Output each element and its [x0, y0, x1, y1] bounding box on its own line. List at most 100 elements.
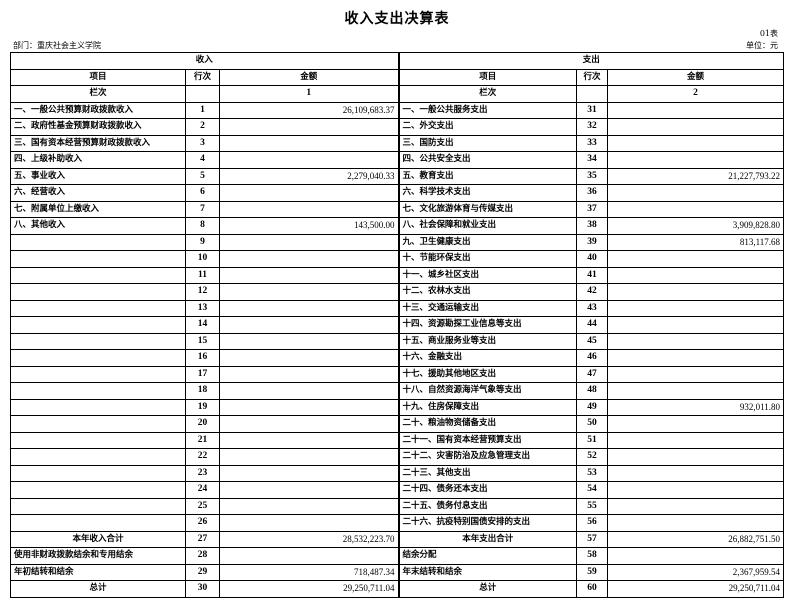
income-row-no: 10: [185, 250, 220, 268]
income-amount: 26,109,683.37: [219, 101, 399, 119]
table-row: 一、一般公共预算财政拨款收入 1 26,109,683.37 一、一般公共服务支出 31: [10, 101, 784, 119]
expense-item: 二十三、其他支出: [397, 464, 577, 482]
expense-row-no: 40: [576, 250, 608, 268]
expense-row-no: 53: [576, 464, 608, 482]
expense-row-no: 51: [576, 431, 608, 449]
expense-row-no: 41: [576, 266, 608, 284]
unit-label: 单位：元: [746, 41, 778, 50]
expense-item: 十八、自然资源海洋气象等支出: [397, 382, 577, 400]
income-row-no: 19: [185, 398, 220, 416]
income-item: [10, 431, 186, 449]
income-amount: [219, 547, 399, 565]
income-row-no: 4: [185, 151, 220, 169]
income-expense-table: 收入 支出 项目 行次 金额 项目 行次 金额 栏次 1 栏次 2 一、一般公共…: [10, 52, 784, 598]
income-row-no: 3: [185, 134, 220, 152]
expense-row-no: 45: [576, 332, 608, 350]
income-amount: [219, 200, 399, 218]
income-row-no: 8: [185, 217, 220, 235]
income-item: 使用非财政拨款结余和专用结余: [10, 547, 186, 565]
table-row: 使用非财政拨款结余和专用结余 28 结余分配 58: [10, 547, 784, 565]
income-item: 六、经营收入: [10, 184, 186, 202]
table-row: 15 十五、商业服务业等支出 45: [10, 332, 784, 350]
table-row: 22 二十二、灾害防治及应急管理支出 52: [10, 448, 784, 466]
income-amount: [219, 332, 399, 350]
expense-row-no: 57: [576, 530, 608, 548]
expense-amount: [607, 547, 784, 565]
expense-row-no: 59: [576, 563, 608, 581]
expense-item: 总计: [397, 580, 577, 598]
income-item: [10, 481, 186, 499]
expense-item: 二、外交支出: [397, 118, 577, 136]
expense-row-no: 48: [576, 382, 608, 400]
table-row: 四、上级补助收入 4 四、公共安全支出 34: [10, 151, 784, 169]
expense-amount: 2,367,959.54: [607, 563, 784, 581]
income-row-no: 18: [185, 382, 220, 400]
table-row: 13 十三、交通运输支出 43: [10, 299, 784, 317]
expense-row-no: 43: [576, 299, 608, 317]
income-item: [10, 349, 186, 367]
expense-amount: [607, 250, 784, 268]
income-row-no: 7: [185, 200, 220, 218]
expense-amount: 21,227,793.22: [607, 167, 784, 185]
income-amount: [219, 497, 399, 515]
income-amount: [219, 514, 399, 532]
expense-item: 十一、城乡社区支出: [397, 266, 577, 284]
expense-amount: [607, 151, 784, 169]
expense-item: 二十二、灾害防治及应急管理支出: [397, 448, 577, 466]
expense-amount: [607, 431, 784, 449]
income-item: 八、其他收入: [10, 217, 186, 235]
income-item: 四、上级补助收入: [10, 151, 186, 169]
expense-amount: [607, 481, 784, 499]
form-number: 01表: [759, 29, 778, 38]
expense-amount: [607, 349, 784, 367]
expense-item: 结余分配: [397, 547, 577, 565]
department-label: 部门：重庆社会主义学院: [13, 41, 101, 50]
column-index-row: 栏次 1 栏次 2: [10, 85, 784, 103]
expense-item: 七、文化旅游体育与传媒支出: [397, 200, 577, 218]
expense-amount: [607, 200, 784, 218]
income-row-no: 11: [185, 266, 220, 284]
expense-row-no: 60: [576, 580, 608, 598]
table-row: 总计 30 29,250,711.04 总计 60 29,250,711.04: [10, 580, 784, 598]
table-row: 10 十、节能环保支出 40: [10, 250, 784, 268]
table-row: 9 九、卫生健康支出 39 813,117.68: [10, 233, 784, 251]
income-amount: [219, 365, 399, 383]
expense-item: 十三、交通运输支出: [397, 299, 577, 317]
expense-row-no: 36: [576, 184, 608, 202]
table-row: 本年收入合计 27 28,532,223.70 本年支出合计 57 26,882,751.…: [10, 530, 784, 548]
expense-item: 九、卫生健康支出: [397, 233, 577, 251]
expense-amount: 3,909,828.80: [607, 217, 784, 235]
expense-amount: [607, 134, 784, 152]
table-row: 六、经营收入 6 六、科学技术支出 36: [10, 184, 784, 202]
income-item: 五、事业收入: [10, 167, 186, 185]
expense-item: 四、公共安全支出: [397, 151, 577, 169]
expense-item: 十七、援助其他地区支出: [397, 365, 577, 383]
income-section-header: 收入: [10, 52, 399, 70]
income-amount: [219, 266, 399, 284]
expense-row-no: 42: [576, 283, 608, 301]
income-amount: [219, 464, 399, 482]
income-item: 本年收入合计: [10, 530, 186, 548]
income-amount: [219, 233, 399, 251]
income-amount: [219, 283, 399, 301]
expense-amount: 26,882,751.50: [607, 530, 784, 548]
income-item: [10, 250, 186, 268]
income-amount: 29,250,711.04: [219, 580, 399, 598]
expense-amount: [607, 365, 784, 383]
income-item: [10, 332, 186, 350]
expense-item: 二十一、国有资本经营预算支出: [397, 431, 577, 449]
expense-row-no: 49: [576, 398, 608, 416]
expense-col-no: 2: [607, 85, 784, 103]
table-row: 12 十二、农林水支出 42: [10, 283, 784, 301]
income-amount: [219, 134, 399, 152]
income-amount: [219, 151, 399, 169]
income-row-no: 5: [185, 167, 220, 185]
income-item-header: 项目: [10, 68, 186, 86]
expense-row-no: 33: [576, 134, 608, 152]
income-row-no: 14: [185, 316, 220, 334]
expense-amount: [607, 299, 784, 317]
income-row-no: 1: [185, 101, 220, 119]
income-amount: [219, 299, 399, 317]
table-row: 年初结转和结余 29 718,487.34 年末结转和结余 59 2,367,959.54: [10, 563, 784, 581]
income-row-no: 6: [185, 184, 220, 202]
